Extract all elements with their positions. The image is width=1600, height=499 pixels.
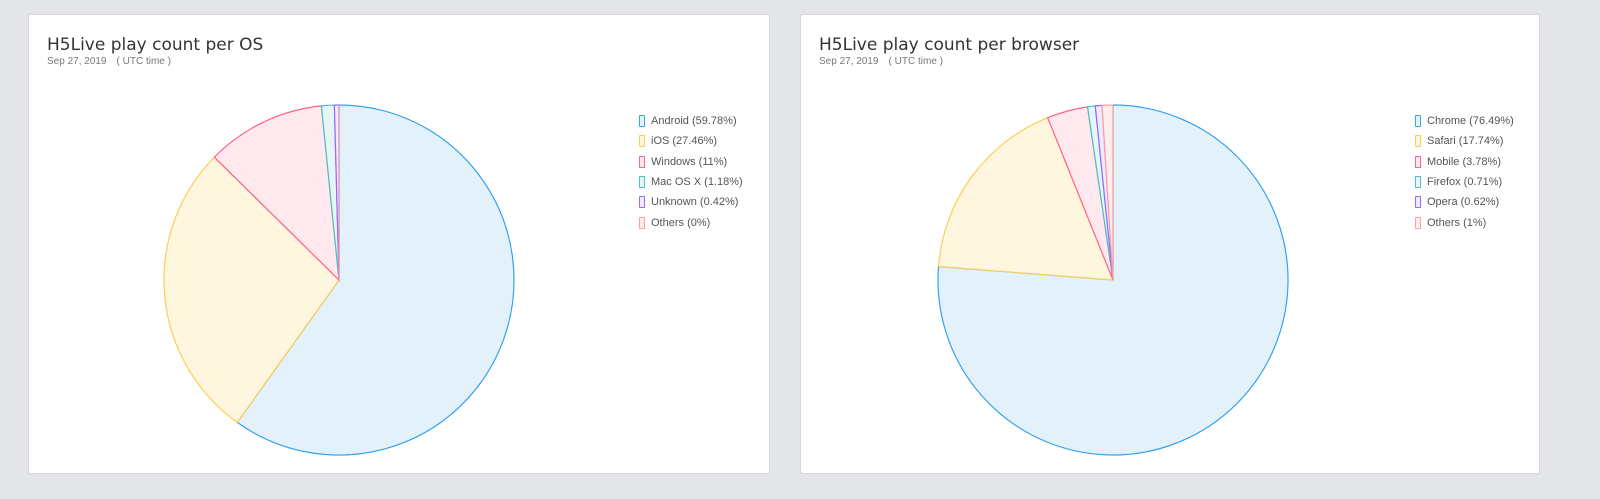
- os-chart-card: H5Live play count per OS Sep 27, 2019 ( U…: [28, 14, 770, 474]
- pie-slice-windows[interactable]: [213, 105, 340, 282]
- legend-label: Opera (0.62%): [1427, 196, 1500, 209]
- legend-label: Unknown (0.42%): [651, 196, 739, 209]
- legend-swatch: [1415, 155, 1421, 168]
- chart-legend: Chrome (76.49%) Safari (17.74%) Mobile (3.…: [1415, 111, 1514, 233]
- chart-legend: Android (59.78%) iOS (27.46%) Windows (11%…: [639, 111, 743, 233]
- legend-label: iOS (27.46%): [651, 135, 718, 148]
- legend-swatch: [639, 216, 645, 229]
- pie-slice-others[interactable]: [1101, 104, 1114, 281]
- legend-label: Safari (17.74%): [1427, 135, 1504, 148]
- legend-swatch: [639, 176, 645, 189]
- legend-label: Mac OS X (1.18%): [651, 176, 743, 189]
- chart-timezone: ( UTC time ): [116, 56, 171, 67]
- legend-item[interactable]: Mobile (3.78%): [1415, 152, 1514, 172]
- legend-label: Windows (11%): [651, 155, 728, 168]
- browser-chart-card: H5Live play count per browser Sep 27, 20…: [800, 14, 1540, 474]
- legend-label: Firefox (0.71%): [1427, 176, 1503, 189]
- legend-item[interactable]: Firefox (0.71%): [1415, 172, 1514, 192]
- legend-swatch: [639, 135, 645, 148]
- legend-label: Chrome (76.49%): [1427, 115, 1514, 128]
- chart-date: Sep 27, 2019: [47, 56, 107, 67]
- pie-slice-android[interactable]: [236, 104, 515, 456]
- legend-item[interactable]: Safari (17.74%): [1415, 131, 1514, 151]
- chart-timezone: ( UTC time ): [888, 56, 943, 67]
- legend-label: Others (1%): [1427, 216, 1487, 229]
- legend-item[interactable]: Chrome (76.49%): [1415, 111, 1514, 131]
- pie-slice-ios[interactable]: [163, 156, 340, 424]
- legend-swatch: [1415, 176, 1421, 189]
- legend-item[interactable]: Unknown (0.42%): [639, 192, 743, 212]
- legend-item[interactable]: Opera (0.62%): [1415, 192, 1514, 212]
- chart-title: H5Live play count per OS: [47, 35, 264, 55]
- legend-label: Android (59.78%): [651, 115, 737, 128]
- chart-subtitle: Sep 27, 2019 ( UTC time ): [47, 56, 171, 67]
- legend-item[interactable]: Android (59.78%): [639, 111, 743, 131]
- pie-slice-chrome[interactable]: [937, 104, 1289, 456]
- browser-pie-chart: [937, 104, 1289, 456]
- chart-title: H5Live play count per browser: [819, 35, 1080, 55]
- legend-item[interactable]: iOS (27.46%): [639, 131, 743, 151]
- legend-swatch: [1415, 135, 1421, 148]
- legend-swatch: [1415, 196, 1421, 209]
- legend-swatch: [1415, 115, 1421, 128]
- legend-label: Mobile (3.78%): [1427, 155, 1501, 168]
- chart-date: Sep 27, 2019: [819, 56, 879, 67]
- legend-swatch: [1415, 216, 1421, 229]
- legend-item[interactable]: Others (0%): [639, 212, 743, 232]
- legend-item[interactable]: Others (1%): [1415, 212, 1514, 232]
- legend-label: Others (0%): [651, 216, 711, 229]
- os-pie-chart: [163, 104, 515, 456]
- legend-swatch: [639, 155, 645, 168]
- legend-item[interactable]: Mac OS X (1.18%): [639, 172, 743, 192]
- chart-subtitle: Sep 27, 2019 ( UTC time ): [819, 56, 943, 67]
- legend-swatch: [639, 196, 645, 209]
- legend-item[interactable]: Windows (11%): [639, 152, 743, 172]
- legend-swatch: [639, 115, 645, 128]
- pie-slice-safari[interactable]: [937, 116, 1114, 281]
